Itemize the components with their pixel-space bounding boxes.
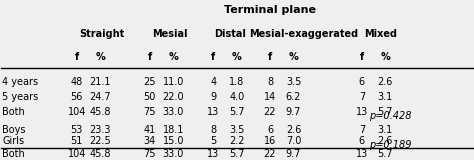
Text: 51: 51 <box>71 136 83 146</box>
Text: f: f <box>148 52 152 62</box>
Text: 8: 8 <box>267 77 273 87</box>
Text: 5 years: 5 years <box>2 92 38 102</box>
Text: 24.7: 24.7 <box>90 92 111 102</box>
Text: Mesial: Mesial <box>152 29 188 39</box>
Text: %: % <box>289 52 299 62</box>
Text: 13: 13 <box>207 149 219 159</box>
Text: 11.0: 11.0 <box>163 77 184 87</box>
Text: 22: 22 <box>264 107 276 117</box>
Text: 15.0: 15.0 <box>163 136 184 146</box>
Text: 7: 7 <box>359 125 365 135</box>
Text: f: f <box>360 52 364 62</box>
Text: 3.5: 3.5 <box>229 125 245 135</box>
Text: p=0.428: p=0.428 <box>369 111 411 121</box>
Text: 9.7: 9.7 <box>286 149 301 159</box>
Text: 5.7: 5.7 <box>229 107 245 117</box>
Text: 6: 6 <box>359 136 365 146</box>
Text: 22.5: 22.5 <box>90 136 111 146</box>
Text: Boys: Boys <box>2 125 26 135</box>
Text: 18.1: 18.1 <box>163 125 184 135</box>
Text: 48: 48 <box>71 77 83 87</box>
Text: 13: 13 <box>356 107 368 117</box>
Text: 104: 104 <box>68 149 86 159</box>
Text: %: % <box>169 52 178 62</box>
Text: 21.1: 21.1 <box>90 77 111 87</box>
Text: 6: 6 <box>267 125 273 135</box>
Text: 7.0: 7.0 <box>286 136 301 146</box>
Text: 2.6: 2.6 <box>378 77 393 87</box>
Text: 4: 4 <box>210 77 217 87</box>
Text: 104: 104 <box>68 107 86 117</box>
Text: 25: 25 <box>144 77 156 87</box>
Text: 22: 22 <box>264 149 276 159</box>
Text: 45.8: 45.8 <box>90 107 111 117</box>
Text: 41: 41 <box>144 125 156 135</box>
Text: Mixed: Mixed <box>364 29 397 39</box>
Text: 6.2: 6.2 <box>286 92 301 102</box>
Text: Girls: Girls <box>2 136 25 146</box>
Text: 13: 13 <box>207 107 219 117</box>
Text: 1.8: 1.8 <box>229 77 245 87</box>
Text: 2.6: 2.6 <box>286 125 301 135</box>
Text: %: % <box>381 52 390 62</box>
Text: 16: 16 <box>264 136 276 146</box>
Text: 14: 14 <box>264 92 276 102</box>
Text: 3.5: 3.5 <box>286 77 301 87</box>
Text: 2.6: 2.6 <box>378 136 393 146</box>
Text: Both: Both <box>2 149 25 159</box>
Text: 45.8: 45.8 <box>90 149 111 159</box>
Text: 33.0: 33.0 <box>163 149 184 159</box>
Text: 75: 75 <box>144 107 156 117</box>
Text: 22.0: 22.0 <box>163 92 184 102</box>
Text: 2.2: 2.2 <box>229 136 245 146</box>
Text: 13: 13 <box>356 149 368 159</box>
Text: 56: 56 <box>71 92 83 102</box>
Text: 23.3: 23.3 <box>90 125 111 135</box>
Text: 75: 75 <box>144 149 156 159</box>
Text: 7: 7 <box>359 92 365 102</box>
Text: 9.7: 9.7 <box>286 107 301 117</box>
Text: Mesial-exaggerated: Mesial-exaggerated <box>250 29 359 39</box>
Text: Distal: Distal <box>214 29 246 39</box>
Text: 8: 8 <box>210 125 217 135</box>
Text: 9: 9 <box>210 92 217 102</box>
Text: %: % <box>95 52 105 62</box>
Text: 6: 6 <box>359 77 365 87</box>
Text: f: f <box>268 52 272 62</box>
Text: f: f <box>75 52 79 62</box>
Text: %: % <box>232 52 242 62</box>
Text: p=0.189: p=0.189 <box>369 140 411 150</box>
Text: Straight: Straight <box>79 29 124 39</box>
Text: 5.7: 5.7 <box>378 149 393 159</box>
Text: 3.1: 3.1 <box>378 92 393 102</box>
Text: 33.0: 33.0 <box>163 107 184 117</box>
Text: f: f <box>211 52 216 62</box>
Text: 5.7: 5.7 <box>378 107 393 117</box>
Text: 5.7: 5.7 <box>229 149 245 159</box>
Text: 4 years: 4 years <box>2 77 38 87</box>
Text: 4.0: 4.0 <box>229 92 245 102</box>
Text: 5: 5 <box>210 136 217 146</box>
Text: 53: 53 <box>71 125 83 135</box>
Text: 3.1: 3.1 <box>378 125 393 135</box>
Text: Terminal plane: Terminal plane <box>224 5 316 15</box>
Text: 34: 34 <box>144 136 156 146</box>
Text: 50: 50 <box>144 92 156 102</box>
Text: Both: Both <box>2 107 25 117</box>
